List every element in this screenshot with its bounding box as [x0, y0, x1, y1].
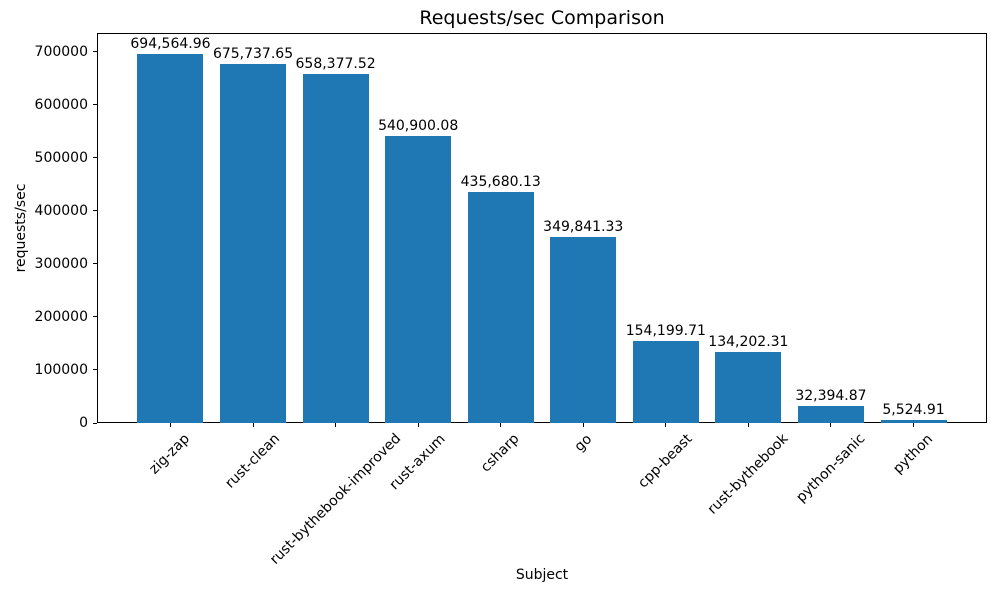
x-tick-label: cpp-beast — [635, 430, 696, 492]
bar-value-label: 675,737.65 — [212, 46, 294, 63]
y-tick-label: 200000 — [34, 308, 88, 325]
x-tick-label: zig-zap — [146, 430, 194, 478]
bar — [880, 420, 947, 423]
bar — [302, 73, 369, 423]
y-tick-label: 600000 — [34, 96, 88, 113]
y-tick-label: 400000 — [34, 202, 88, 219]
bar-value-label: 154,199.71 — [625, 323, 706, 340]
bar — [385, 135, 452, 423]
x-tick-label: rust-bythebook — [704, 431, 792, 518]
x-tick — [747, 423, 749, 427]
bar — [715, 351, 782, 423]
x-tick — [500, 423, 502, 427]
bar-value-label: 694,564.96 — [130, 36, 211, 53]
x-tick-label: go — [571, 430, 595, 455]
y-tick — [93, 210, 97, 212]
y-tick — [93, 316, 97, 318]
x-tick — [913, 423, 915, 427]
y-tick-label: 300000 — [34, 255, 88, 272]
y-tick — [93, 369, 97, 371]
bar-value-label: 540,900.08 — [378, 117, 459, 134]
x-tick — [665, 423, 667, 427]
bar-value-label: 349,841.33 — [543, 219, 624, 236]
bar-value-label: 435,680.13 — [460, 173, 541, 190]
bar-value-label: 134,202.31 — [708, 333, 789, 350]
x-axis-label: Subject — [515, 567, 569, 583]
x-tick — [252, 423, 254, 427]
x-tick-label: csharp — [478, 430, 523, 476]
bar-value-label: 5,524.91 — [882, 402, 945, 419]
y-tick — [93, 51, 97, 53]
bar — [467, 191, 534, 423]
chart-title: Requests/sec Comparison — [419, 7, 665, 29]
x-tick — [335, 423, 337, 427]
y-axis-label: requests/sec — [13, 183, 29, 273]
x-tick-label: rust-bythebook-improved — [266, 430, 404, 569]
x-tick — [830, 423, 832, 427]
x-tick-label: python-sanic — [793, 430, 869, 507]
y-tick — [93, 157, 97, 159]
x-tick — [417, 423, 419, 427]
bar — [220, 64, 287, 423]
bar — [632, 341, 699, 423]
y-tick-label: 500000 — [34, 149, 88, 166]
y-tick — [93, 104, 97, 106]
y-tick-label: 0 — [79, 415, 88, 431]
bar — [137, 54, 204, 423]
bar-value-label: 32,394.87 — [795, 387, 867, 404]
y-tick-label: 700000 — [34, 43, 88, 60]
bar-value-label: 658,377.52 — [295, 55, 376, 72]
x-tick — [169, 423, 171, 427]
x-tick — [582, 423, 584, 427]
bar — [550, 237, 617, 423]
y-tick — [93, 422, 97, 424]
y-tick-label: 100000 — [34, 361, 88, 378]
x-tick-label: rust-clean — [222, 430, 284, 492]
bar — [797, 405, 864, 423]
x-tick-label: python — [890, 430, 937, 477]
y-tick — [93, 263, 97, 265]
